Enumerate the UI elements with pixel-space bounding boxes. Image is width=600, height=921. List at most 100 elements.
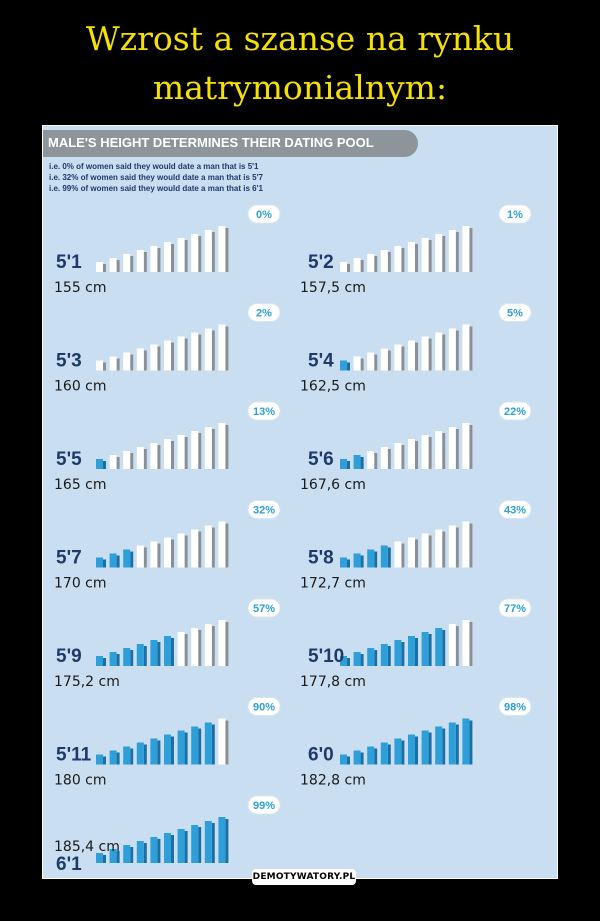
bar-5ft4-2 bbox=[354, 357, 361, 371]
bar-5ft3-1 bbox=[96, 361, 103, 371]
bar-5ft3-7 bbox=[178, 337, 185, 371]
bar-5ft2-6 bbox=[408, 242, 415, 272]
bar-shade-5ft9-4 bbox=[144, 646, 147, 666]
bar-5ft10-5 bbox=[394, 640, 401, 666]
bar-shade-5ft1-2 bbox=[117, 260, 120, 272]
bar-shade-5ft1-1 bbox=[103, 264, 106, 272]
height-label-5ft4: 5'4 bbox=[308, 351, 334, 372]
bar-shade-5ft2-10 bbox=[469, 228, 472, 272]
bar-6ft1-9 bbox=[205, 821, 212, 863]
value-label-6ft1: 99% bbox=[253, 800, 275, 812]
height-label-6ft1: 6'1 bbox=[56, 854, 82, 875]
bar-shade-5ft10-4 bbox=[388, 646, 391, 666]
bar-shade-5ft3-7 bbox=[185, 339, 188, 371]
metric-label-5ft10: 177,8 cm bbox=[300, 674, 366, 690]
bar-shade-5ft11-5 bbox=[157, 741, 160, 765]
bar-shade-6ft1-9 bbox=[212, 823, 215, 863]
bar-shade-5ft6-1 bbox=[347, 461, 350, 469]
value-label-5ft8: 43% bbox=[504, 505, 526, 517]
bar-5ft6-8 bbox=[435, 431, 442, 469]
bar-shade-5ft7-1 bbox=[103, 560, 106, 568]
bar-shade-5ft3-10 bbox=[225, 327, 228, 371]
bar-shade-5ft2-5 bbox=[401, 248, 404, 272]
bar-5ft9-1 bbox=[96, 656, 103, 666]
bar-shade-6ft1-4 bbox=[144, 843, 147, 863]
bar-5ft7-6 bbox=[164, 538, 171, 568]
metric-label-5ft8: 172,7 cm bbox=[300, 576, 366, 592]
bar-shade-6ft0-7 bbox=[429, 733, 432, 765]
bar-shade-5ft9-2 bbox=[117, 654, 120, 666]
bar-shade-6ft1-7 bbox=[185, 831, 188, 863]
metric-label-6ft0: 182,8 cm bbox=[300, 773, 366, 789]
bar-5ft9-9 bbox=[205, 624, 212, 666]
bar-5ft4-4 bbox=[381, 349, 388, 371]
bar-6ft1-6 bbox=[164, 833, 171, 863]
value-label-5ft11: 90% bbox=[253, 702, 275, 714]
bar-5ft4-1 bbox=[340, 361, 347, 371]
value-label-5ft10: 77% bbox=[504, 603, 526, 615]
bar-shade-5ft6-7 bbox=[429, 437, 432, 469]
bar-shade-5ft9-10 bbox=[225, 622, 228, 666]
bar-shade-5ft3-6 bbox=[171, 343, 174, 371]
bar-shade-5ft9-7 bbox=[185, 634, 188, 666]
bar-shade-5ft7-3 bbox=[130, 552, 133, 568]
metric-label-5ft9: 175,2 cm bbox=[54, 674, 120, 690]
bar-shade-5ft3-4 bbox=[144, 351, 147, 371]
bar-shade-6ft1-8 bbox=[198, 827, 201, 863]
bar-5ft3-8 bbox=[191, 333, 198, 371]
bar-5ft4-8 bbox=[435, 333, 442, 371]
height-label-5ft2: 5'2 bbox=[308, 252, 334, 273]
bar-shade-5ft5-8 bbox=[198, 433, 201, 469]
bar-5ft6-10 bbox=[462, 423, 469, 469]
bar-5ft5-5 bbox=[150, 443, 157, 469]
bar-5ft10-2 bbox=[354, 652, 361, 666]
bar-5ft5-9 bbox=[205, 427, 212, 469]
bar-shade-6ft0-3 bbox=[374, 749, 377, 765]
bar-shade-5ft9-5 bbox=[157, 642, 160, 666]
bar-5ft9-2 bbox=[110, 652, 117, 666]
bar-5ft3-4 bbox=[137, 349, 144, 371]
bar-shade-6ft0-4 bbox=[388, 745, 391, 765]
bar-5ft7-10 bbox=[218, 522, 225, 568]
bar-shade-5ft7-4 bbox=[144, 548, 147, 568]
bar-shade-5ft11-6 bbox=[171, 737, 174, 765]
watermark: DEMOTYWATORY.PL bbox=[252, 869, 356, 885]
bar-5ft11-4 bbox=[137, 743, 144, 765]
bar-shade-5ft2-8 bbox=[442, 236, 445, 272]
bar-5ft7-7 bbox=[178, 534, 185, 568]
bar-5ft9-10 bbox=[218, 620, 225, 666]
bar-shade-5ft5-6 bbox=[171, 441, 174, 469]
bar-6ft0-3 bbox=[367, 747, 374, 765]
bar-shade-5ft7-6 bbox=[171, 540, 174, 568]
bar-5ft9-6 bbox=[164, 636, 171, 666]
value-label-5ft5: 13% bbox=[253, 406, 275, 418]
bar-shade-5ft4-6 bbox=[415, 343, 418, 371]
bar-shade-5ft3-1 bbox=[103, 363, 106, 371]
bar-shade-5ft3-2 bbox=[117, 359, 120, 371]
bar-shade-5ft11-3 bbox=[130, 749, 133, 765]
height-label-5ft1: 5'1 bbox=[56, 252, 82, 273]
bar-shade-5ft6-5 bbox=[401, 445, 404, 469]
bar-6ft0-5 bbox=[394, 739, 401, 765]
value-label-5ft4: 5% bbox=[507, 308, 523, 320]
bar-shade-5ft5-7 bbox=[185, 437, 188, 469]
bar-shade-6ft0-1 bbox=[347, 757, 350, 765]
bar-shade-5ft7-5 bbox=[157, 544, 160, 568]
bar-5ft8-6 bbox=[408, 538, 415, 568]
bar-shade-5ft4-5 bbox=[401, 347, 404, 371]
bar-shade-5ft5-1 bbox=[103, 461, 106, 469]
bar-5ft1-2 bbox=[110, 258, 117, 272]
bar-shade-5ft6-10 bbox=[469, 425, 472, 469]
bar-5ft6-6 bbox=[408, 439, 415, 469]
bar-6ft0-9 bbox=[449, 723, 456, 765]
bar-5ft8-5 bbox=[394, 542, 401, 568]
bar-6ft0-2 bbox=[354, 751, 361, 765]
metric-label-5ft1: 155 cm bbox=[54, 280, 107, 296]
bar-5ft7-5 bbox=[150, 542, 157, 568]
bar-5ft3-9 bbox=[205, 329, 212, 371]
bar-5ft1-3 bbox=[123, 254, 130, 272]
bar-shade-5ft5-2 bbox=[117, 457, 120, 469]
bar-5ft10-9 bbox=[449, 624, 456, 666]
height-label-5ft5: 5'5 bbox=[56, 449, 82, 470]
chart-canvas: 0%5'1155 cm1%5'2157,5 cm2%5'3160 cm5%5'4… bbox=[0, 0, 600, 921]
